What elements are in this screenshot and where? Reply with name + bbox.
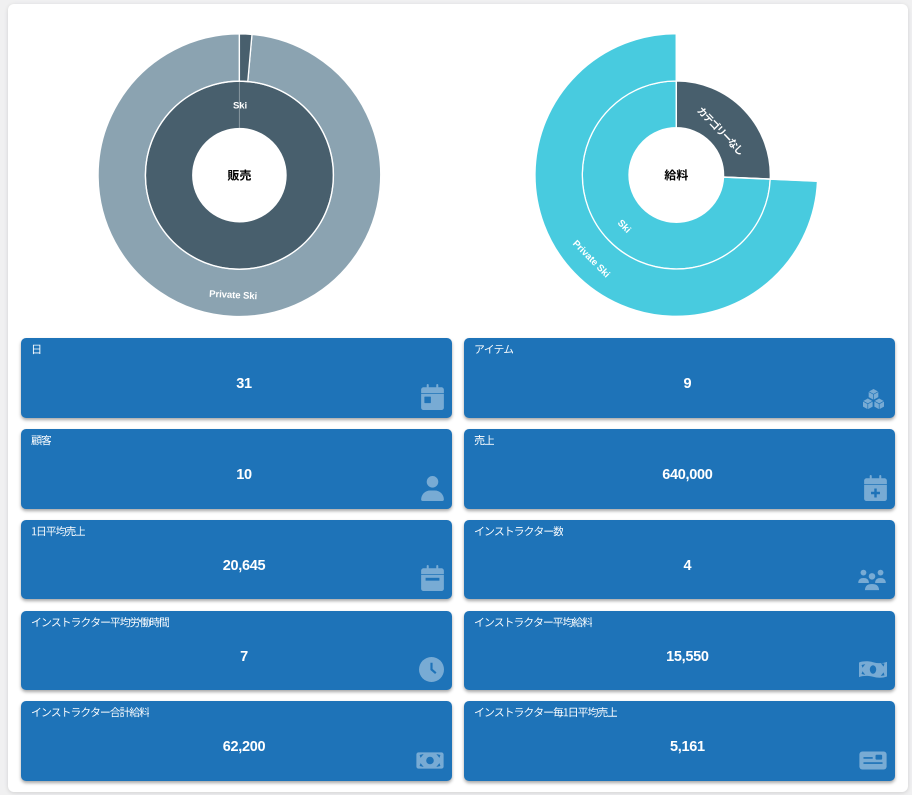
svg-text:Private Ski: Private Ski [209,289,257,302]
svg-text:Ski: Ski [233,101,247,112]
